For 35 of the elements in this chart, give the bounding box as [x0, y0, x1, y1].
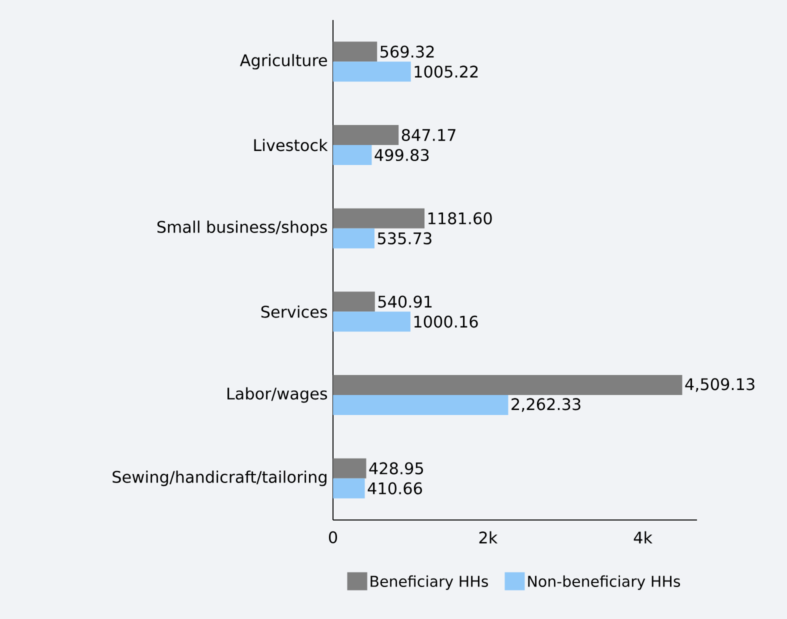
y-tick-label: Services [261, 305, 328, 318]
data-label: 847.17 [402, 128, 456, 142]
data-label: 410.66 [368, 482, 422, 494]
bar [333, 62, 411, 82]
bar [333, 478, 365, 498]
x-tick-label: 2k [479, 531, 498, 544]
data-label: 535.73 [378, 232, 432, 244]
bar [333, 125, 399, 146]
y-tick-label: Agriculture [240, 54, 327, 70]
bar [333, 208, 425, 228]
bar [333, 145, 372, 166]
bar [333, 42, 378, 62]
bar [333, 375, 682, 396]
legend-label: Non-beneficiary HHs [528, 575, 680, 590]
bar [333, 228, 374, 248]
bar [333, 292, 375, 312]
data-label: 1181.60 [428, 212, 492, 224]
data-label: 499.83 [374, 148, 429, 162]
data-label: 428.95 [369, 462, 423, 474]
y-tick-label: Labor/wages [228, 387, 328, 403]
data-label: 569.32 [380, 46, 434, 58]
data-label: 540.91 [378, 296, 432, 308]
data-label: 2,262.33 [512, 398, 580, 412]
y-tick-label: Livestock [254, 138, 328, 152]
data-label: 1000.16 [414, 316, 478, 328]
y-tick-label: Small business/shops [157, 220, 328, 236]
bar [333, 395, 508, 416]
data-label: 4,509.13 [685, 378, 754, 392]
x-tick-label: 0 [328, 531, 338, 544]
bar [333, 458, 366, 478]
y-tick-label: Sewing/handicraft/tailoring [112, 470, 326, 486]
data-label: 1005.22 [414, 66, 478, 78]
legend-label: Beneficiary HHs [370, 575, 488, 590]
bar [333, 312, 410, 332]
x-tick-label: 4k [634, 531, 652, 544]
